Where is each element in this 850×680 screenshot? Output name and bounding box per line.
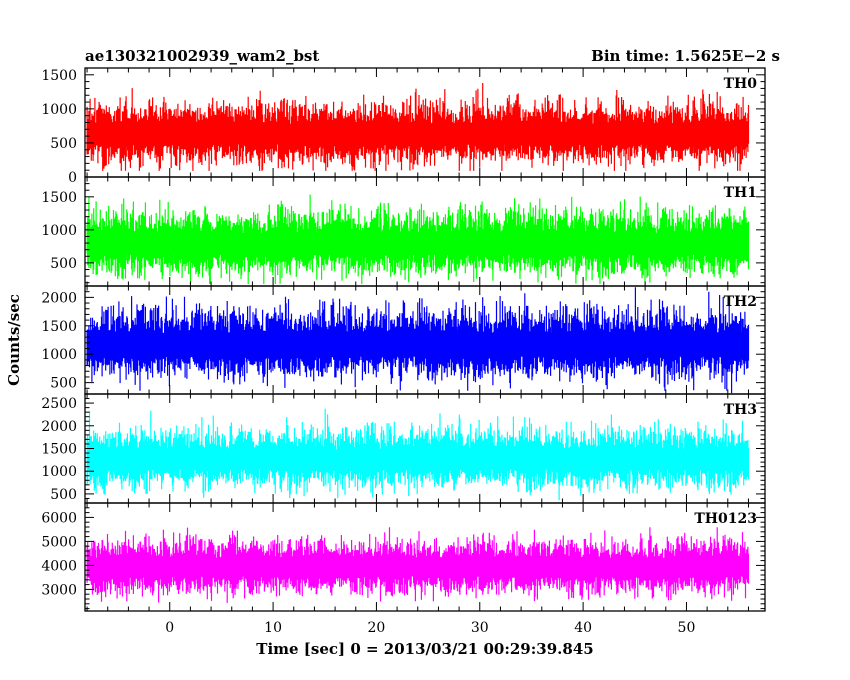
title-right: Bin time: 1.5625E−2 s <box>591 47 780 65</box>
y-tick-label: 1000 <box>41 347 77 363</box>
x-axis-label: Time [sec] 0 = 2013/03/21 00:29:39.845 <box>256 640 593 658</box>
panel-th0: 0 500 1000 1500 TH0 <box>41 67 766 186</box>
panel-label: TH0 <box>724 76 758 92</box>
y-tick-label: 6000 <box>41 510 77 526</box>
y-tick-label: 1500 <box>41 319 77 335</box>
y-tick-label: 500 <box>50 136 77 152</box>
y-tick-label: 1000 <box>41 223 77 239</box>
panel-label: TH1 <box>724 185 757 201</box>
x-tick-label: 30 <box>471 620 489 636</box>
x-tick-label: 10 <box>264 620 282 636</box>
series-core-th0 <box>87 125 749 145</box>
y-tick-label: 1500 <box>41 442 77 458</box>
y-tick-label: 4000 <box>41 558 77 574</box>
x-tick-label: 0 <box>165 620 174 636</box>
x-tick-label: 20 <box>368 620 386 636</box>
y-tick-label: 500 <box>50 487 77 503</box>
panel-th0123: 3000 4000 5000 6000 TH0123 <box>41 502 766 612</box>
y-tick-label: 1000 <box>41 464 77 480</box>
x-tick-label: 40 <box>574 620 592 636</box>
series-core-th0123 <box>87 559 749 577</box>
series-core-th3 <box>87 450 749 470</box>
panel-th1: 500 1000 1500 TH1 <box>41 176 766 287</box>
y-tick-label: 500 <box>50 376 77 392</box>
y-tick-label: 5000 <box>41 534 77 550</box>
panel-label: TH3 <box>724 402 757 418</box>
y-tick-label: 3000 <box>41 582 77 598</box>
y-tick-label: 1000 <box>41 102 77 118</box>
title-left: ae130321002939_wam2_bst <box>85 47 319 65</box>
panel-label: TH2 <box>724 294 757 310</box>
y-axis-label: Counts/sec <box>5 294 23 386</box>
y-tick-label: 1500 <box>41 190 77 206</box>
y-tick-label: 0 <box>68 170 77 186</box>
y-tick-label: 2000 <box>41 419 77 435</box>
y-tick-label: 2500 <box>41 396 77 412</box>
panel-th2: 500 1000 1500 2000 TH2 <box>41 285 766 395</box>
series-core-th2 <box>87 334 749 357</box>
panel-th3: 500 1000 1500 2000 2500 TH3 <box>41 393 766 504</box>
series-core-th1 <box>87 234 749 255</box>
panel-label: TH0123 <box>694 511 757 527</box>
y-tick-label: 1500 <box>41 68 77 84</box>
panel-frame <box>84 502 766 612</box>
x-tick-label: 50 <box>678 620 696 636</box>
y-tick-label: 500 <box>50 256 77 272</box>
y-tick-label: 2000 <box>41 290 77 306</box>
